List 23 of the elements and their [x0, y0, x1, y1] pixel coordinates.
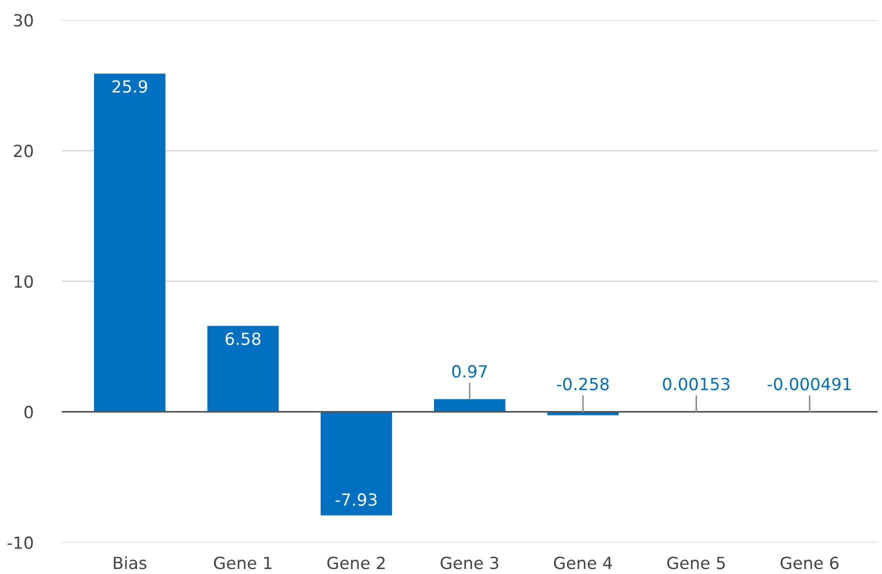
- data-label: -0.000491: [768, 378, 851, 390]
- bar: [320, 412, 392, 516]
- x-tick-label: Gene 4: [554, 556, 612, 570]
- bar: [94, 74, 166, 412]
- y-tick-label: 0: [24, 406, 33, 418]
- data-label: 0.00153: [662, 378, 730, 390]
- bar: [207, 326, 279, 412]
- x-tick-label: Gene 2: [327, 556, 385, 570]
- y-tick-label: 30: [14, 14, 33, 27]
- x-tick-label: Gene 3: [440, 556, 498, 570]
- data-label: 25.9: [112, 80, 148, 93]
- bar: [434, 399, 506, 412]
- y-tick-label: 10: [14, 275, 33, 288]
- y-tick-label: 20: [14, 144, 33, 158]
- y-tick-label: -10: [8, 536, 33, 549]
- x-tick-label: Gene 1: [214, 556, 272, 570]
- data-label: 0.97: [452, 365, 487, 378]
- x-tick-label: Gene 6: [780, 556, 838, 570]
- x-tick-label: Bias: [114, 556, 146, 570]
- data-label: 6.58: [226, 332, 260, 346]
- data-label: -7.93: [336, 493, 377, 506]
- x-tick-label: Gene 5: [667, 556, 725, 570]
- data-label: -0.258: [556, 378, 609, 390]
